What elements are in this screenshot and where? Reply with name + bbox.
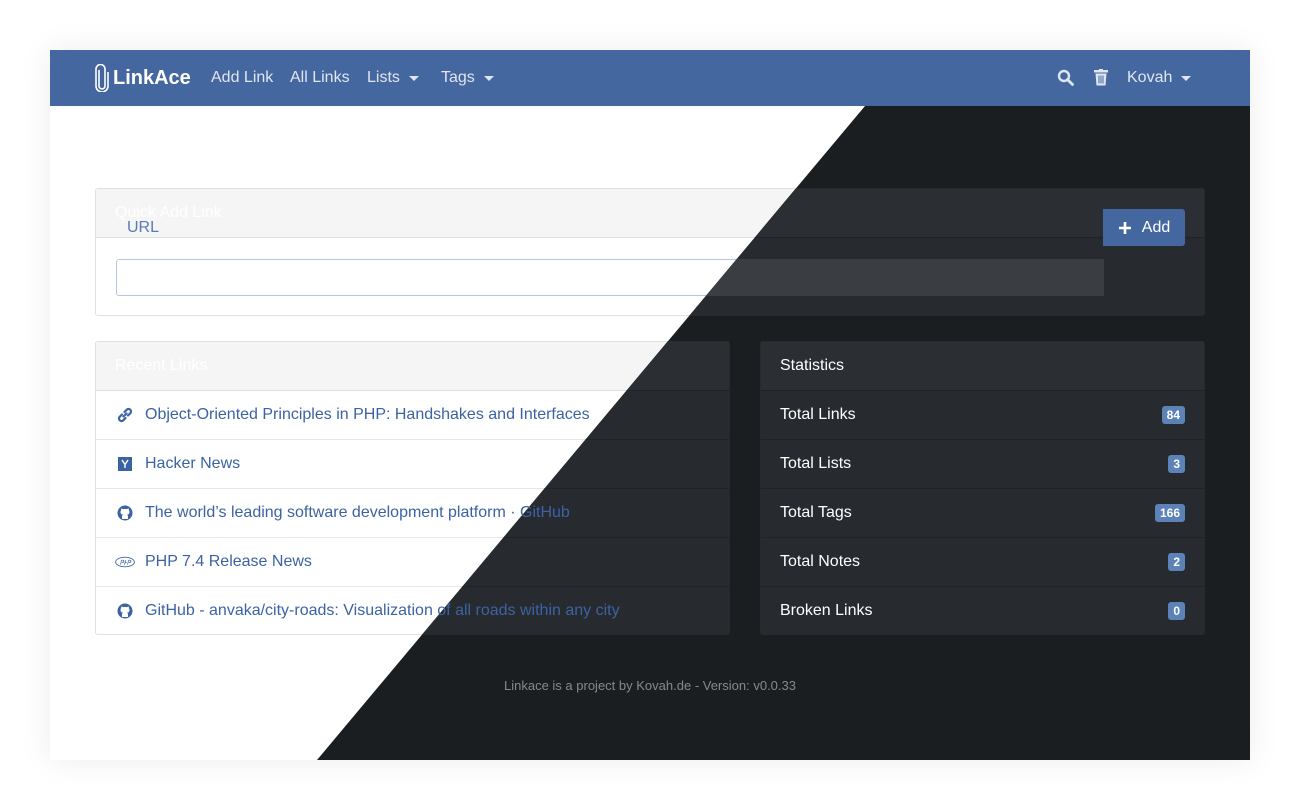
stat-label: Total Lists (780, 454, 852, 472)
github-icon (115, 503, 135, 523)
footer: Linkace is a project by Kovah.de - Versi… (50, 678, 1250, 693)
row-divider (96, 537, 729, 538)
trash-icon (1094, 69, 1108, 86)
stat-badge: 0 (1168, 601, 1185, 620)
paperclip-icon (95, 64, 109, 92)
row-divider (96, 488, 729, 489)
app-window: LinkAce Add Link All Links Lists Tags Ko… (50, 50, 1250, 760)
plus-icon (1118, 221, 1131, 234)
card-header-band (96, 342, 729, 391)
search-icon (1057, 69, 1074, 86)
quick-add-title: Quick Add Link (115, 203, 222, 221)
stat-badge: 166 (1154, 503, 1185, 522)
quick-add-card: Quick Add Link URL Add (95, 188, 1205, 316)
stat-total-tags: Total Tags 166 (760, 488, 1205, 537)
nav-add-link[interactable]: Add Link (211, 69, 274, 86)
stat-badge: 3 (1168, 454, 1185, 473)
nav-tags-dropdown[interactable]: Tags (441, 69, 494, 87)
stat-total-links: Total Links 84 (760, 390, 1205, 439)
trash-button[interactable] (1094, 69, 1108, 86)
list-item: GitHub - anvaka/city-roads: Visualizatio… (95, 586, 730, 635)
search-button[interactable] (1057, 69, 1074, 86)
card-header-band (761, 342, 1204, 391)
nav-lists-label: Lists (367, 69, 400, 86)
add-button[interactable]: Add (1103, 209, 1185, 246)
stat-label: Total Notes (780, 552, 861, 570)
hacker-news-icon (115, 454, 135, 474)
nav-tags-label: Tags (441, 69, 475, 86)
list-item: Object-Oriented Principles in PHP: Hands… (95, 390, 730, 439)
list-item: Hacker News (95, 439, 730, 488)
row-divider (761, 439, 1204, 440)
dashboard-content: Hello Kovah! Quick Add Link URL Add Rece… (50, 50, 1250, 760)
row-divider (761, 586, 1204, 587)
stat-total-notes: Total Notes 2 (760, 537, 1205, 586)
stat-badge: 84 (1161, 405, 1185, 424)
caret-down-icon (408, 75, 419, 81)
caret-down-icon (1181, 75, 1192, 81)
stat-badge: 2 (1168, 552, 1185, 571)
github-icon (115, 601, 135, 621)
brand-name: LinkAce (113, 66, 191, 89)
row-divider (96, 586, 729, 587)
url-input[interactable]: URL (127, 218, 160, 236)
caret-down-icon (483, 75, 494, 81)
navbar: LinkAce Add Link All Links Lists Tags Ko… (50, 50, 1250, 106)
recent-link[interactable]: GitHub - anvaka/city-roads: Visualizatio… (145, 601, 620, 619)
recent-link[interactable]: Hacker News (145, 454, 241, 472)
brand-logo[interactable]: LinkAce (95, 64, 191, 92)
list-item: The world’s leading software development… (95, 488, 730, 537)
link-icon (115, 405, 135, 425)
recent-link[interactable]: The world’s leading software development… (145, 503, 570, 521)
row-divider (317, 586, 729, 587)
stat-label: Broken Links (780, 601, 873, 619)
footer-text: Linkace is a project by (504, 678, 633, 693)
nav-lists-dropdown[interactable]: Lists (367, 69, 419, 87)
nav-all-links[interactable]: All Links (290, 69, 350, 86)
footer-author-link[interactable]: Kovah.de (636, 678, 692, 693)
stat-label: Total Tags (780, 503, 852, 521)
footer-version: - Version: v0.0.33 (694, 678, 796, 693)
recent-link[interactable]: Object-Oriented Principles in PHP: Hands… (145, 405, 590, 423)
statistics-card: Statistics Total Links 84 Total Lists 3 To… (760, 341, 1205, 635)
php-icon (115, 552, 135, 572)
stat-total-lists: Total Lists 3 (760, 439, 1205, 488)
row-divider (761, 488, 1204, 489)
add-button-label: Add (1141, 218, 1171, 236)
recent-link[interactable]: PHP 7.4 Release News (145, 552, 312, 570)
user-dropdown[interactable]: Kovah (1127, 69, 1192, 87)
page-title: Hello Kovah! (95, 132, 249, 162)
list-item: PHP 7.4 Release News (95, 537, 730, 586)
recent-links-card: Recent Links Object-Oriented Principles … (95, 341, 730, 635)
row-divider (96, 439, 729, 440)
statistics-title: Statistics (780, 356, 845, 374)
recent-links-title: Recent Links (115, 356, 208, 374)
stat-label: Total Links (780, 405, 856, 423)
stat-broken-links: Broken Links 0 (760, 586, 1205, 635)
row-divider (761, 537, 1204, 538)
user-name: Kovah (1127, 69, 1173, 86)
row-divider (317, 537, 729, 538)
